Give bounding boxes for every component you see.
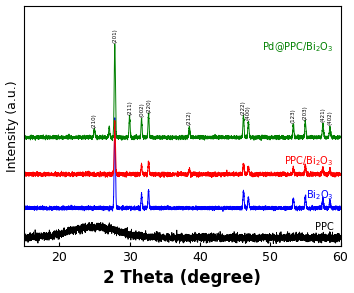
Text: (002): (002) (139, 102, 144, 117)
Text: (211): (211) (127, 100, 132, 115)
Text: (203): (203) (303, 105, 308, 120)
Y-axis label: Intensity (a.u.): Intensity (a.u.) (6, 80, 18, 172)
Text: (123): (123) (291, 108, 296, 123)
Text: (212): (212) (187, 110, 192, 125)
Text: (222): (222) (241, 100, 246, 115)
Text: (201): (201) (112, 28, 117, 43)
Text: Bi$_2$O$_3$: Bi$_2$O$_3$ (306, 188, 333, 202)
Text: (210): (210) (92, 114, 97, 128)
Text: PPC: PPC (315, 222, 333, 232)
Text: (402): (402) (327, 110, 332, 125)
Text: (400): (400) (246, 105, 251, 120)
Text: (421): (421) (320, 107, 325, 122)
X-axis label: 2 Theta (degree): 2 Theta (degree) (103, 270, 261, 287)
Text: Pd@PPC/Bi$_2$O$_3$: Pd@PPC/Bi$_2$O$_3$ (262, 40, 333, 54)
Text: (220): (220) (146, 98, 151, 113)
Text: PPC/Bi$_2$O$_3$: PPC/Bi$_2$O$_3$ (284, 154, 333, 168)
